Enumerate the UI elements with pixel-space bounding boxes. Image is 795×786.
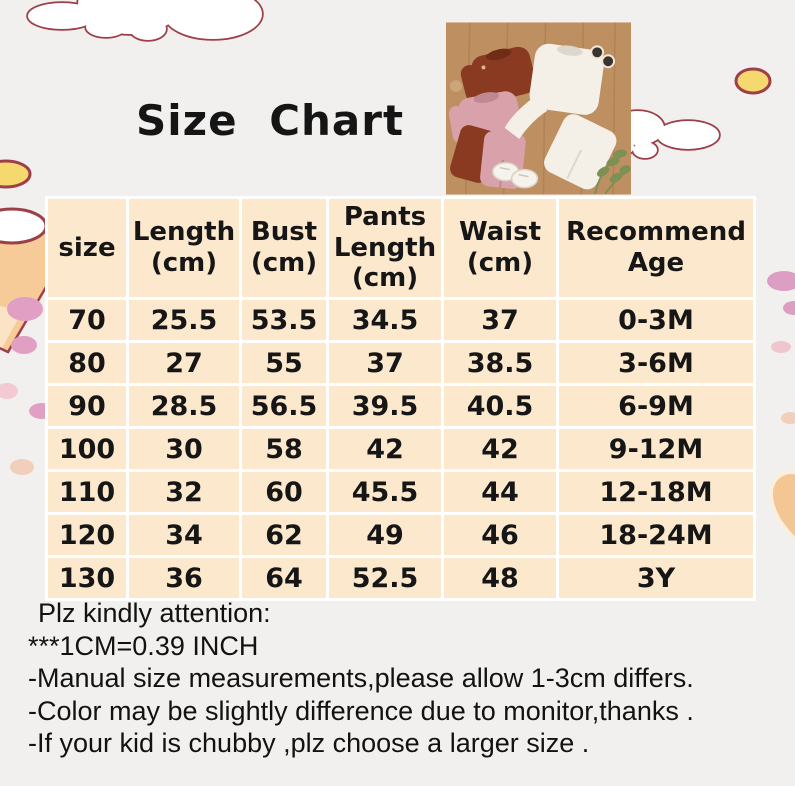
sun-icon bbox=[734, 67, 772, 95]
dot-decoration bbox=[767, 271, 795, 424]
product-photo-illustration bbox=[446, 22, 631, 195]
column-header: Recommend Age bbox=[559, 199, 753, 297]
table-row: 100 30 58 42 42 9-12M bbox=[48, 429, 753, 469]
table-row: 90 28.5 56.5 39.5 40.5 6-9M bbox=[48, 386, 753, 426]
rust-sweater bbox=[460, 46, 536, 103]
table-cell: 34.5 bbox=[329, 300, 441, 340]
table-cell: 42 bbox=[444, 429, 556, 469]
sun-icon bbox=[0, 159, 32, 189]
table-cell: 39.5 bbox=[329, 386, 441, 426]
column-header: Bust (cm) bbox=[242, 199, 326, 297]
plant-sprig bbox=[594, 149, 631, 195]
table-cell: 40.5 bbox=[444, 386, 556, 426]
table-cell: 32 bbox=[129, 472, 239, 512]
table-cell: 120 bbox=[48, 515, 126, 555]
note-line: Plz kindly attention: bbox=[38, 598, 271, 628]
sunglasses-icon bbox=[590, 45, 616, 69]
note-line: -Color may be slightly difference due to… bbox=[28, 695, 694, 726]
table-cell: 37 bbox=[444, 300, 556, 340]
white-sweater bbox=[504, 43, 604, 139]
table-cell: 100 bbox=[48, 429, 126, 469]
heart-icon bbox=[769, 470, 795, 542]
note-line: -Manual size measurements,please allow 1… bbox=[28, 663, 694, 693]
column-header: Waist (cm) bbox=[444, 199, 556, 297]
table-cell: 25.5 bbox=[129, 300, 239, 340]
table-cell: 34 bbox=[129, 515, 239, 555]
table-cell: 44 bbox=[444, 472, 556, 512]
table-cell: 48 bbox=[444, 558, 556, 598]
table-cell: 38.5 bbox=[444, 343, 556, 383]
product-photo bbox=[446, 22, 631, 195]
table-cell: 9-12M bbox=[559, 429, 753, 469]
table-cell: 3Y bbox=[559, 558, 753, 598]
white-pants bbox=[544, 114, 617, 190]
table-cell: 52.5 bbox=[329, 558, 441, 598]
table-cell: 70 bbox=[48, 300, 126, 340]
table-cell: 60 bbox=[242, 472, 326, 512]
note-line: ***1CM=0.39 INCH bbox=[28, 630, 259, 661]
table-cell: 37 bbox=[329, 343, 441, 383]
table-cell: 3-6M bbox=[559, 343, 753, 383]
table-cell: 55 bbox=[242, 343, 326, 383]
table-cell: 36 bbox=[129, 558, 239, 598]
table-cell: 42 bbox=[329, 429, 441, 469]
cloud-icon bbox=[26, 0, 264, 42]
table-cell: 28.5 bbox=[129, 386, 239, 426]
table-cell: 110 bbox=[48, 472, 126, 512]
table-header-row: size Length (cm) Bust (cm) Pants Length (cm… bbox=[48, 199, 753, 297]
column-header: size bbox=[48, 199, 126, 297]
table-cell: 130 bbox=[48, 558, 126, 598]
pom-ball bbox=[449, 80, 462, 93]
size-table: size Length (cm) Bust (cm) Pants Length (cm… bbox=[45, 196, 756, 601]
table-cell: 62 bbox=[242, 515, 326, 555]
page-title: Size Chart bbox=[136, 96, 405, 145]
table-cell: 53.5 bbox=[242, 300, 326, 340]
table-cell: 30 bbox=[129, 429, 239, 469]
table-cell: 6-9M bbox=[559, 386, 753, 426]
table-cell: 27 bbox=[129, 343, 239, 383]
table-row: 110 32 60 45.5 44 12-18M bbox=[48, 472, 753, 512]
table-cell: 12-18M bbox=[559, 472, 753, 512]
attention-notes: Plz kindly attention: ***1CM=0.39 INCH -Ma… bbox=[28, 597, 694, 760]
table-cell: 90 bbox=[48, 386, 126, 426]
table-cell: 80 bbox=[48, 343, 126, 383]
table-row: 80 27 55 37 38.5 3-6M bbox=[48, 343, 753, 383]
note-line: -If your kid is chubby ,plz choose a lar… bbox=[28, 728, 590, 758]
table-row: 120 34 62 49 46 18-24M bbox=[48, 515, 753, 555]
table-cell: 18-24M bbox=[559, 515, 753, 555]
table-cell: 58 bbox=[242, 429, 326, 469]
table-cell: 0-3M bbox=[559, 300, 753, 340]
table-row: 130 36 64 52.5 48 3Y bbox=[48, 558, 753, 598]
table-cell: 64 bbox=[242, 558, 326, 598]
baby-shoes bbox=[492, 161, 539, 189]
column-header: Pants Length (cm) bbox=[329, 199, 441, 297]
table-row: 70 25.5 53.5 34.5 37 0-3M bbox=[48, 300, 753, 340]
table-cell: 56.5 bbox=[242, 386, 326, 426]
column-header: Length (cm) bbox=[129, 199, 239, 297]
table-cell: 49 bbox=[329, 515, 441, 555]
table-cell: 46 bbox=[444, 515, 556, 555]
table-cell: 45.5 bbox=[329, 472, 441, 512]
